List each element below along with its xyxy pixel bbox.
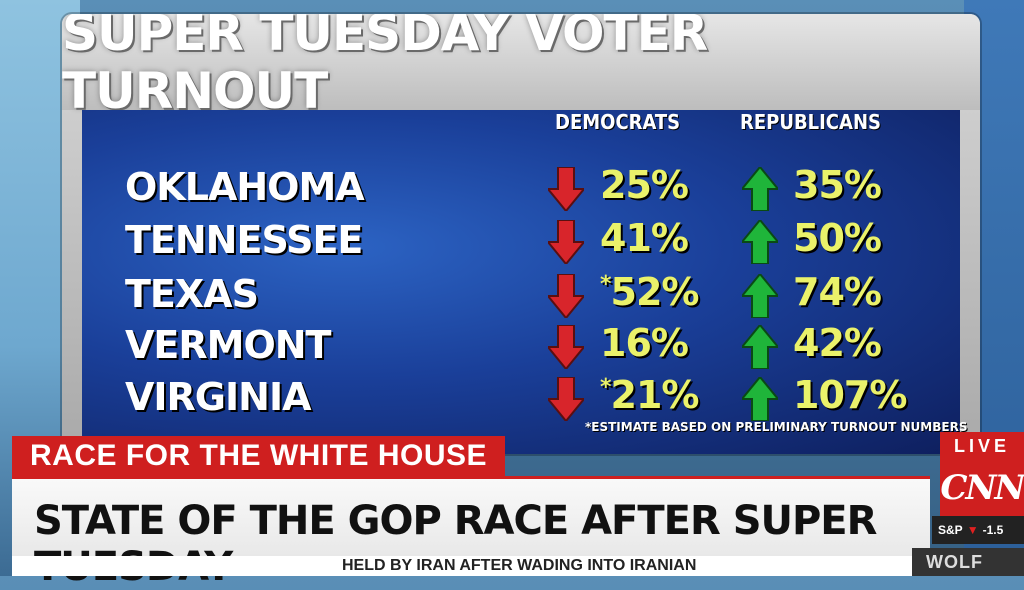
estimate-marker: *: [600, 375, 611, 400]
race-tag: RACE FOR THE WHITE HOUSE: [12, 436, 506, 476]
democrat-turnout-text: 25%: [600, 163, 689, 207]
democrat-turnout-value: 25%: [600, 163, 689, 207]
news-crawl: HELD BY IRAN AFTER WADING INTO IRANIAN: [12, 556, 912, 576]
red-down-arrow-icon: [545, 219, 587, 266]
state-name: TEXAS: [125, 272, 259, 316]
crawl-text: HELD BY IRAN AFTER WADING INTO IRANIAN: [342, 557, 697, 574]
democrat-turnout-value: *21%: [600, 373, 700, 417]
cnn-logo: CNN: [940, 460, 1024, 516]
table-row: VERMONT 16% 42%: [0, 321, 1024, 375]
red-down-arrow-icon: [545, 273, 587, 320]
anchor-name: WOLF: [912, 548, 1024, 576]
republican-turnout-value: 42%: [793, 321, 882, 365]
red-down-arrow-icon: [545, 324, 587, 371]
graphic-body: [82, 110, 960, 454]
green-up-arrow-icon: [739, 323, 781, 370]
table-row: TEXAS *52% 74%: [0, 270, 1024, 324]
republican-turnout-value: 74%: [793, 270, 882, 314]
red-down-arrow-icon: [545, 166, 587, 213]
graphic-title: SUPER TUESDAY VOTER TURNOUT: [62, 14, 980, 120]
state-name: VIRGINIA: [125, 375, 311, 419]
table-row: VIRGINIA *21% 107%: [0, 373, 1024, 427]
turnout-graphic-panel: SUPER TUESDAY VOTER TURNOUT: [62, 14, 980, 454]
table-row: OKLAHOMA 25% 35%: [0, 163, 1024, 217]
footnote: *ESTIMATE BASED ON PRELIMINARY TURNOUT N…: [585, 420, 968, 434]
republican-turnout-value: 50%: [793, 216, 882, 260]
democrat-turnout-value: 41%: [600, 216, 689, 260]
democrat-turnout-value: *52%: [600, 270, 700, 314]
red-down-arrow-icon: [545, 376, 587, 423]
table-row: TENNESSEE 41% 50%: [0, 216, 1024, 270]
democrat-turnout-text: 52%: [610, 270, 700, 314]
republican-turnout-value: 35%: [793, 163, 882, 207]
ticker-label: S&P: [938, 523, 963, 537]
ticker-down-icon: ▼: [966, 523, 979, 537]
headline-text: STATE OF THE GOP RACE AFTER SUPER TUESDA…: [34, 498, 877, 590]
green-up-arrow-icon: [739, 165, 781, 212]
state-name: VERMONT: [125, 323, 331, 367]
democrats-column-header: DEMOCRATS: [555, 110, 681, 134]
green-up-arrow-icon: [739, 375, 781, 422]
market-ticker: S&P ▼ -1.5: [932, 516, 1024, 544]
republicans-column-header: REPUBLICANS: [740, 110, 881, 134]
democrat-turnout-text: 16%: [600, 321, 689, 365]
democrat-turnout-value: 16%: [600, 321, 689, 365]
state-name: TENNESSEE: [125, 218, 363, 262]
state-name: OKLAHOMA: [125, 165, 365, 209]
democrat-turnout-text: 41%: [600, 216, 689, 260]
estimate-marker: *: [600, 272, 611, 297]
divider: [12, 476, 930, 479]
green-up-arrow-icon: [739, 218, 781, 265]
headline-bar: STATE OF THE GOP RACE AFTER SUPER TUESDA…: [12, 476, 930, 590]
ticker-value: -1.5: [982, 523, 1004, 537]
democrat-turnout-text: 21%: [610, 373, 700, 417]
green-up-arrow-icon: [739, 272, 781, 319]
live-badge: LIVE: [940, 432, 1024, 460]
republican-turnout-value: 107%: [793, 373, 907, 417]
